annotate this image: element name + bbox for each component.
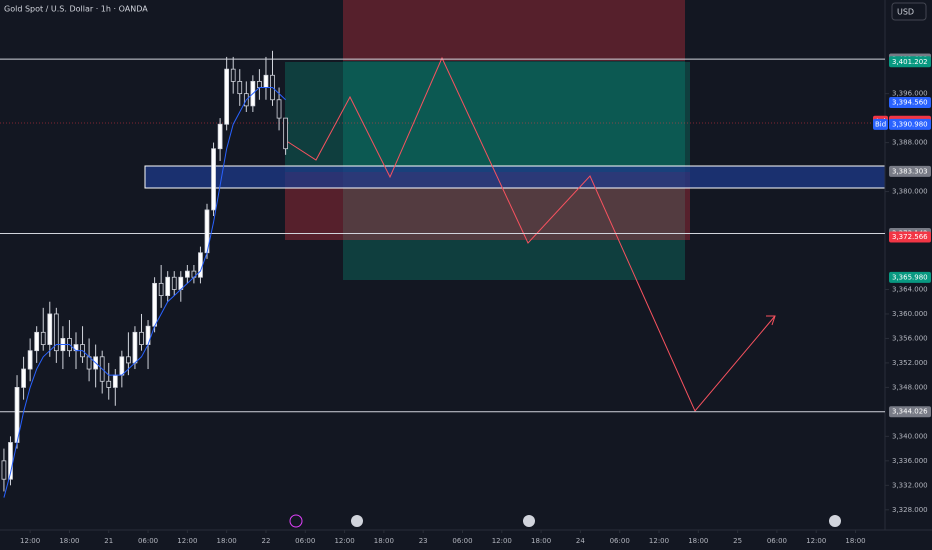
price-tag: Bid: [875, 120, 886, 128]
x-tick-label: 06:00: [295, 537, 315, 545]
x-tick-label: 22: [261, 537, 270, 545]
x-tick-label: 18:00: [531, 537, 551, 545]
currency-label[interactable]: USD: [897, 8, 914, 17]
x-tick-label: 12:00: [649, 537, 669, 545]
x-tick-label: 18:00: [59, 537, 79, 545]
target-zone: [285, 62, 690, 172]
x-tick-label: 18:00: [688, 537, 708, 545]
moving-average: [3, 87, 286, 498]
x-tick-label: 21: [104, 537, 113, 545]
y-tick-label: 3,336.000: [892, 457, 928, 465]
x-tick-label: 12:00: [20, 537, 40, 545]
candle-body: [27, 350, 33, 370]
price-label-box: [889, 96, 931, 108]
x-tick-label: 18:00: [374, 537, 394, 545]
candle-body: [237, 80, 243, 95]
x-tick-label: 12:00: [177, 537, 197, 545]
y-tick-label: 3,332.000: [892, 481, 928, 489]
x-tick-label: 06:00: [452, 537, 472, 545]
price-label-box: [889, 231, 931, 243]
x-tick-label: 25: [733, 537, 742, 545]
candle-body: [152, 282, 157, 327]
candle-body: [21, 368, 26, 388]
candle-body: [171, 276, 177, 290]
x-tick-label: 06:00: [610, 537, 630, 545]
y-tick-label: 3,352.000: [892, 359, 928, 367]
price-label-box: [889, 165, 931, 177]
candle-body: [230, 68, 236, 82]
price-label-box: [889, 271, 931, 283]
event-icon[interactable]: [523, 515, 535, 527]
x-tick-label: 24: [576, 537, 585, 545]
x-tick-label: 18:00: [217, 537, 237, 545]
price-tag-box: [873, 118, 888, 130]
projection-arrow: [766, 315, 776, 326]
event-icon[interactable]: [829, 515, 841, 527]
support-zone: [144, 165, 886, 189]
y-tick-label: 3,388.000: [892, 139, 928, 147]
price-label: 3,372.566: [892, 233, 928, 241]
x-tick-label: 12:00: [492, 537, 512, 545]
x-tick-label: 06:00: [138, 537, 158, 545]
candle-body: [8, 442, 13, 480]
candle-body: [211, 148, 216, 211]
currency-button[interactable]: [891, 2, 927, 21]
y-tick-label: 3,360.000: [892, 310, 928, 318]
candle-body: [224, 68, 230, 125]
x-tick-label: 12:00: [334, 537, 354, 545]
candle-body: [158, 282, 164, 297]
y-tick-label: 3,328.000: [892, 506, 928, 514]
candle-body: [257, 80, 262, 88]
x-tick-label: 12:00: [806, 537, 826, 545]
y-tick-label: 3,396.000: [892, 90, 928, 98]
price-label: 3,394.560: [892, 98, 928, 106]
candle-body: [53, 313, 59, 352]
candle-body: [119, 356, 125, 376]
stop-zone: [343, 0, 685, 61]
price-label: 3,390.980: [892, 120, 928, 128]
x-tick-label: 06:00: [767, 537, 787, 545]
projection-path: [284, 56, 776, 412]
chart-title: Gold Spot / U.S. Dollar · 1h · OANDA: [4, 5, 148, 14]
candle-body: [276, 99, 282, 119]
y-tick-label: 3,348.000: [892, 383, 928, 391]
x-tick-label: 18:00: [845, 537, 865, 545]
y-tick-label: 3,356.000: [892, 334, 928, 342]
price-label-box: [889, 56, 931, 68]
price-label: 3,383.303: [892, 167, 928, 175]
x-tick-label: 23: [419, 537, 428, 545]
candle-body: [112, 374, 118, 388]
candle-body: [217, 123, 223, 150]
y-tick-label: 3,364.000: [892, 285, 928, 293]
candle-body: [40, 331, 46, 345]
price-label-box: [889, 406, 931, 418]
candle-body: [47, 313, 53, 345]
candle-body: [126, 356, 131, 364]
candle-body: [283, 117, 288, 150]
y-tick-label: 3,380.000: [892, 188, 928, 196]
event-icon[interactable]: [351, 515, 363, 527]
candle-body: [106, 380, 112, 388]
candle-body: [165, 276, 171, 297]
candle-body: [34, 331, 40, 352]
price-label-box: [889, 118, 931, 130]
candle-body: [198, 252, 203, 278]
candle-body: [139, 331, 144, 345]
price-label: 3,365.980: [892, 273, 928, 281]
price-label: 3,401.202: [892, 58, 928, 66]
event-icon[interactable]: [289, 514, 303, 528]
candle-body: [184, 270, 190, 278]
candle-body: [132, 331, 138, 364]
candle-body: [263, 74, 269, 88]
y-tick-label: 3,340.000: [892, 432, 928, 440]
candle-body: [1, 460, 7, 480]
price-label: 3,344.026: [892, 408, 928, 416]
